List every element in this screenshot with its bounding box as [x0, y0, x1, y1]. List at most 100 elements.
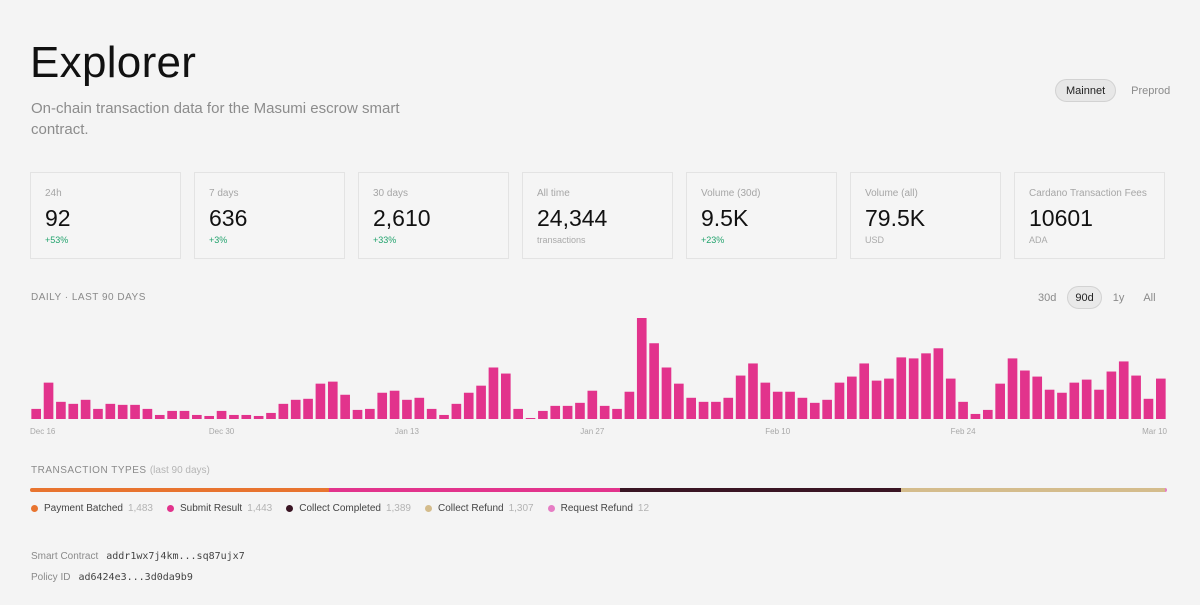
daily-bar[interactable]: [562, 405, 573, 419]
daily-bar[interactable]: [31, 408, 41, 419]
daily-bar[interactable]: [1156, 378, 1166, 419]
daily-bar[interactable]: [426, 408, 437, 419]
daily-bar[interactable]: [834, 382, 845, 419]
daily-bar[interactable]: [463, 392, 474, 419]
daily-bar[interactable]: [735, 375, 746, 419]
daily-bar[interactable]: [636, 318, 647, 419]
daily-bar[interactable]: [982, 409, 993, 419]
daily-bar[interactable]: [575, 402, 585, 419]
daily-bar[interactable]: [822, 399, 832, 419]
daily-bar[interactable]: [167, 410, 177, 419]
daily-bar[interactable]: [1020, 370, 1030, 419]
daily-bar[interactable]: [1094, 389, 1104, 419]
daily-bar[interactable]: [1057, 392, 1067, 419]
daily-bar[interactable]: [661, 367, 672, 419]
daily-bar[interactable]: [809, 402, 820, 419]
daily-bar[interactable]: [711, 401, 721, 419]
daily-bar[interactable]: [315, 383, 326, 419]
network-preprod-button[interactable]: Preprod: [1131, 85, 1171, 97]
smart-contract-address[interactable]: addr1wx7j4km...sq87ujx7: [106, 551, 245, 562]
daily-bar[interactable]: [451, 403, 462, 419]
daily-bar[interactable]: [538, 410, 548, 419]
daily-bar[interactable]: [612, 408, 622, 419]
daily-bar[interactable]: [402, 399, 412, 419]
daily-bar[interactable]: [476, 385, 486, 419]
daily-bar[interactable]: [958, 401, 968, 419]
daily-bar[interactable]: [698, 401, 709, 419]
daily-bar[interactable]: [365, 408, 375, 419]
range-90d-button[interactable]: 90d: [1067, 286, 1102, 309]
daily-bar[interactable]: [884, 378, 894, 419]
daily-bar[interactable]: [1081, 379, 1092, 419]
daily-bar[interactable]: [192, 414, 202, 419]
daily-bar[interactable]: [847, 376, 857, 419]
daily-bar[interactable]: [500, 373, 511, 419]
legend-item[interactable]: Payment Batched 1,483: [31, 503, 153, 514]
daily-bar[interactable]: [117, 404, 128, 419]
daily-bar[interactable]: [908, 358, 919, 419]
legend-item[interactable]: Submit Result 1,443: [166, 503, 272, 514]
daily-bar[interactable]: [513, 408, 523, 419]
daily-bar[interactable]: [142, 408, 153, 419]
daily-bar[interactable]: [352, 409, 363, 419]
daily-bar[interactable]: [871, 380, 882, 419]
daily-bar[interactable]: [1032, 376, 1043, 419]
daily-bar[interactable]: [414, 397, 425, 419]
daily-bar[interactable]: [723, 397, 734, 419]
daily-bar[interactable]: [1069, 382, 1080, 419]
daily-bar[interactable]: [253, 415, 264, 419]
daily-bar[interactable]: [439, 414, 449, 419]
daily-bar[interactable]: [760, 382, 771, 419]
daily-bar[interactable]: [290, 399, 301, 419]
daily-bar[interactable]: [1106, 371, 1117, 419]
daily-bar[interactable]: [772, 391, 783, 419]
daily-bar[interactable]: [896, 357, 907, 419]
daily-bar[interactable]: [389, 390, 400, 419]
daily-bar[interactable]: [1143, 398, 1154, 419]
daily-bar[interactable]: [327, 381, 338, 419]
daily-bar[interactable]: [921, 353, 931, 419]
daily-bar[interactable]: [56, 401, 66, 419]
daily-bar[interactable]: [1044, 389, 1055, 419]
daily-bar[interactable]: [748, 363, 758, 419]
daily-bar[interactable]: [241, 414, 252, 419]
daily-bar[interactable]: [970, 413, 981, 419]
daily-bar[interactable]: [649, 343, 659, 419]
daily-bar[interactable]: [340, 394, 350, 419]
daily-bar[interactable]: [303, 398, 313, 419]
daily-bar[interactable]: [525, 417, 536, 419]
daily-bar[interactable]: [68, 403, 79, 419]
daily-bar[interactable]: [674, 383, 684, 419]
daily-bar[interactable]: [599, 405, 610, 419]
daily-bar[interactable]: [130, 404, 140, 419]
daily-bar[interactable]: [1131, 375, 1141, 419]
daily-bar[interactable]: [105, 403, 116, 419]
daily-bar[interactable]: [945, 378, 956, 419]
daily-bar[interactable]: [995, 383, 1005, 419]
daily-bar[interactable]: [93, 408, 103, 419]
daily-bar[interactable]: [43, 382, 54, 419]
policy-id-value[interactable]: ad6424e3...3d0da9b9: [78, 572, 193, 583]
range-1y-button[interactable]: 1y: [1112, 292, 1125, 304]
legend-item[interactable]: Collect Completed 1,389: [286, 503, 411, 514]
daily-bar[interactable]: [624, 391, 635, 419]
daily-bar[interactable]: [179, 410, 190, 419]
range-30d-button[interactable]: 30d: [1038, 292, 1057, 304]
daily-bar[interactable]: [1007, 358, 1018, 419]
daily-bar[interactable]: [785, 391, 795, 419]
daily-bar[interactable]: [278, 403, 289, 419]
daily-bar[interactable]: [80, 399, 91, 419]
daily-bar[interactable]: [154, 414, 165, 419]
daily-bar[interactable]: [587, 390, 598, 419]
range-all-button[interactable]: All: [1143, 292, 1156, 304]
daily-bar[interactable]: [266, 412, 276, 419]
daily-bar[interactable]: [488, 367, 499, 419]
daily-bar[interactable]: [1118, 361, 1129, 419]
daily-bar[interactable]: [204, 415, 215, 419]
daily-bar[interactable]: [797, 397, 808, 419]
legend-item[interactable]: Collect Refund 1,307: [425, 503, 534, 514]
daily-bar[interactable]: [229, 414, 239, 419]
daily-bar[interactable]: [859, 363, 870, 419]
daily-bar[interactable]: [933, 348, 944, 419]
daily-bar[interactable]: [686, 397, 697, 419]
